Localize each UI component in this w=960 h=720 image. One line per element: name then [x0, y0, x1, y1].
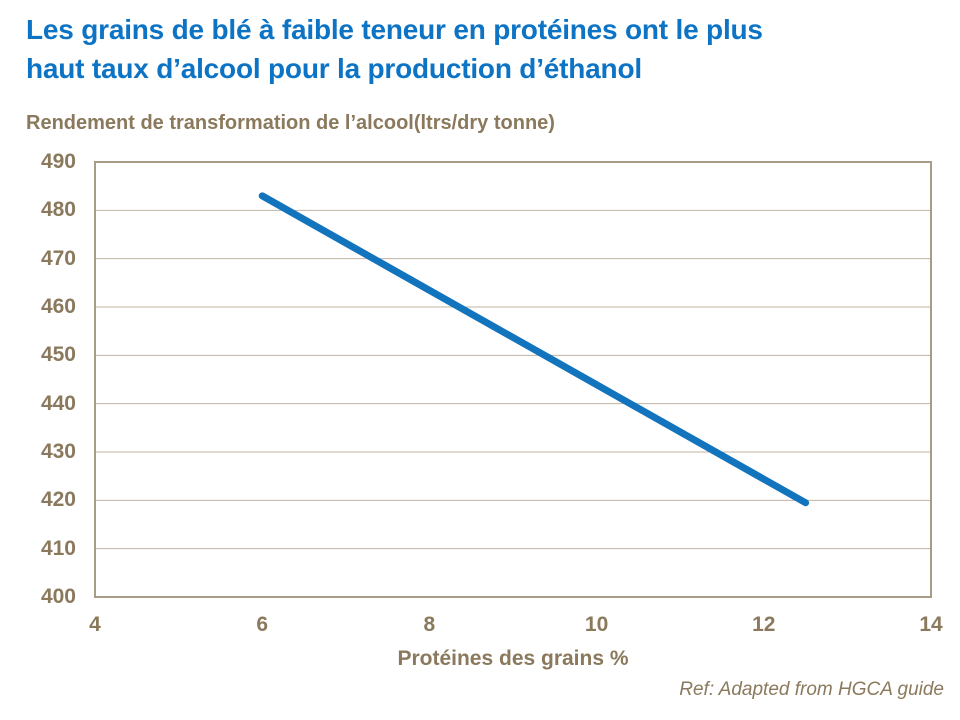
y-tick-label: 490 [40, 150, 76, 173]
x-tick-label: 12 [752, 613, 776, 636]
y-tick-label: 470 [40, 246, 76, 270]
y-tick-label: 440 [40, 391, 76, 415]
y-tick-label: 410 [40, 536, 76, 560]
y-tick-label: 420 [40, 488, 76, 512]
page-title-line1: Les grains de blé à faible teneur en pro… [26, 14, 763, 45]
reference-note: Ref: Adapted from HGCA guide [679, 679, 944, 700]
y-tick-label: 450 [40, 343, 76, 367]
x-tick-label: 6 [256, 613, 269, 636]
y-tick-label: 460 [40, 295, 76, 318]
page-title: Les grains de blé à faible teneur en pro… [26, 10, 936, 88]
plot-border [94, 161, 932, 598]
y-tick-label: 480 [40, 198, 76, 222]
y-axis-title: Rendement de transformation de l’alcool(… [26, 112, 555, 134]
data-line [258, 192, 810, 507]
x-tick-label: 14 [919, 613, 943, 636]
y-tick-label: 400 [40, 585, 76, 608]
y-tick-label: 430 [40, 440, 76, 463]
x-tick-label: 8 [423, 613, 436, 636]
x-tick-label: 10 [584, 613, 609, 636]
x-tick-label: 4 [89, 613, 101, 636]
page-title-line2: haut taux d’alcool pour la production d’… [26, 53, 642, 84]
x-axis-title: Protéines des grains % [397, 647, 629, 670]
